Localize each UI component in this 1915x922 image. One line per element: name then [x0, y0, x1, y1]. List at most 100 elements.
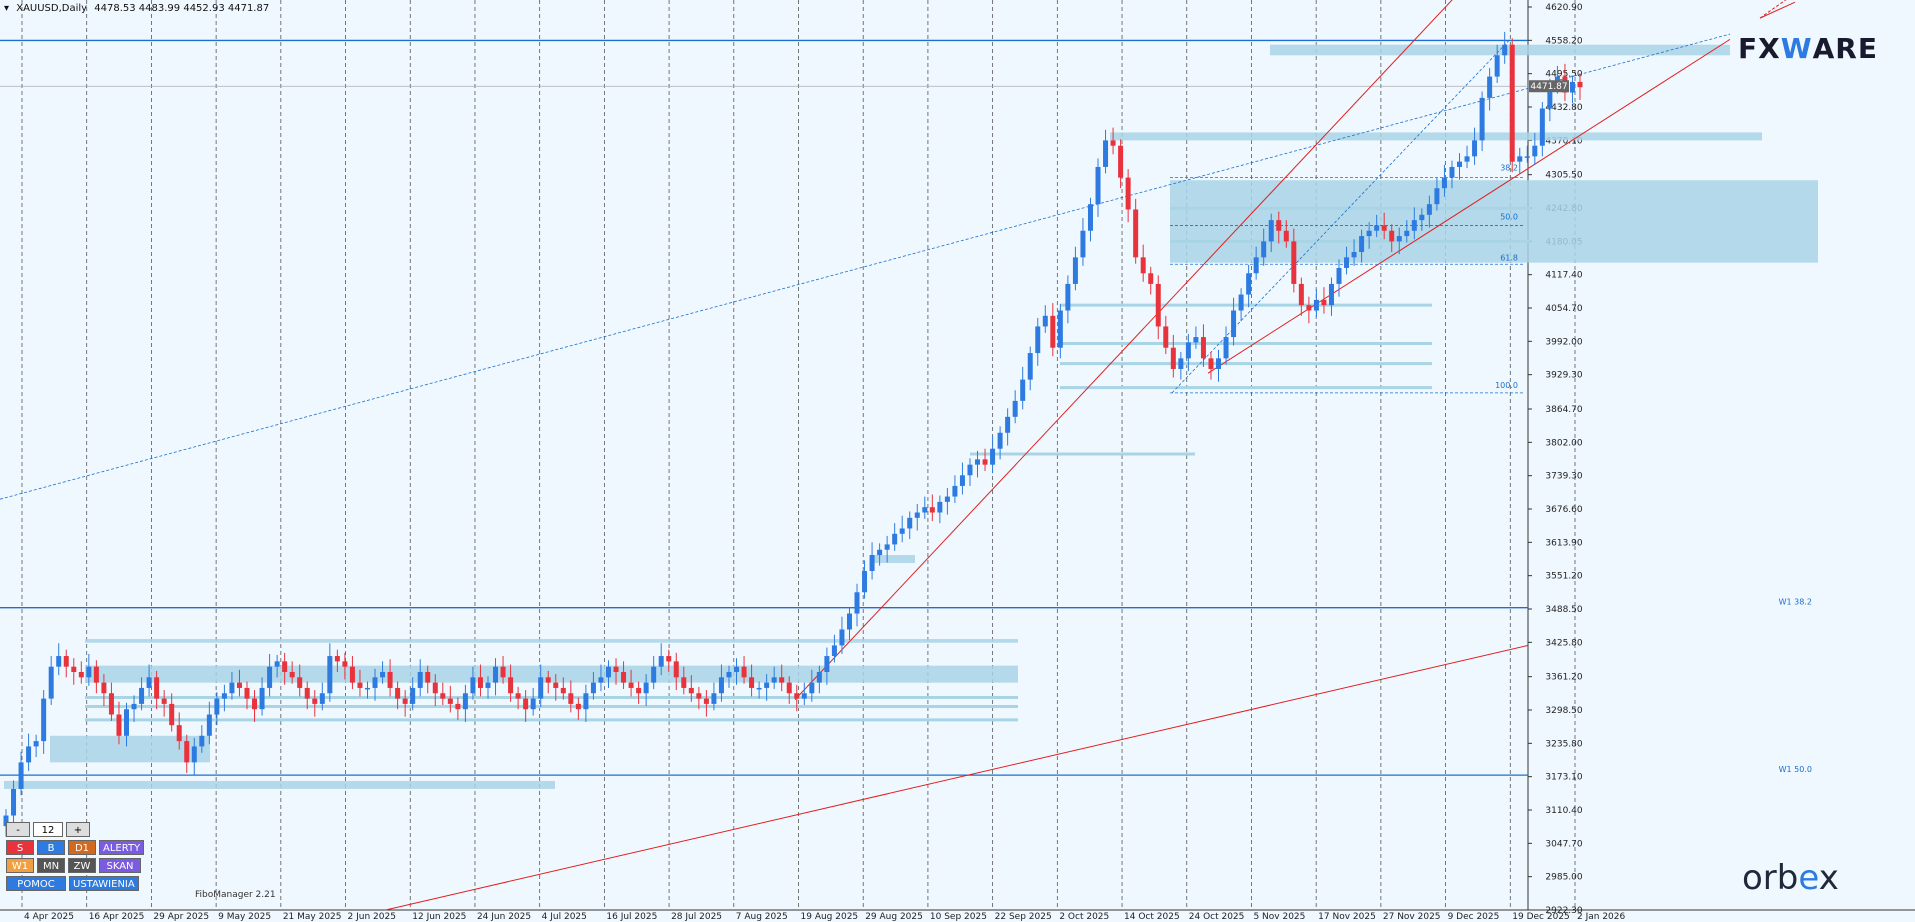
- candle-body: [1231, 310, 1237, 338]
- y-tick-label: 4054.70: [1545, 304, 1582, 314]
- candle-body: [312, 698, 318, 704]
- candle-body: [169, 703, 175, 726]
- timeframe-w1-button[interactable]: W1: [6, 858, 34, 873]
- scan-button[interactable]: SKAN: [99, 858, 141, 873]
- candle-body: [779, 677, 785, 683]
- candle-body: [846, 613, 852, 630]
- candle-body: [590, 682, 596, 694]
- x-tick-label: 29 Aug 2025: [865, 912, 923, 922]
- candle-body: [990, 448, 996, 465]
- candle-body: [1110, 140, 1116, 146]
- y-tick-label: 3864.70: [1545, 405, 1582, 415]
- weekly-label: W1 38.2: [1779, 598, 1812, 607]
- candle-body: [884, 544, 890, 550]
- fibomanager-label: FiboManager 2.21: [195, 890, 276, 900]
- increase-button[interactable]: +: [66, 822, 90, 837]
- candle-body: [108, 693, 114, 715]
- candle-body: [959, 475, 965, 486]
- candle-body: [1381, 225, 1387, 231]
- supply-demand-zone: [1170, 180, 1818, 263]
- candle-body: [1449, 166, 1455, 178]
- candle-body: [703, 698, 709, 704]
- x-tick-label: 12 Jun 2025: [412, 912, 466, 922]
- candle-body: [651, 666, 657, 683]
- collapse-icon[interactable]: ▾: [4, 3, 10, 14]
- sell-button[interactable]: S: [6, 840, 34, 855]
- candle-body: [1351, 252, 1357, 258]
- x-tick-label: 9 May 2025: [218, 912, 271, 922]
- candle-body: [33, 741, 39, 747]
- candle-body: [56, 656, 62, 667]
- period-value[interactable]: 12: [33, 822, 63, 837]
- candle-body: [1359, 236, 1365, 253]
- candle-body: [447, 698, 453, 704]
- candle-body: [63, 656, 69, 667]
- x-tick-label: 2 Oct 2025: [1059, 912, 1109, 922]
- candle-body: [1170, 347, 1176, 369]
- candle-body: [1185, 342, 1191, 359]
- candle-body: [395, 687, 401, 699]
- candle-body: [1042, 315, 1048, 327]
- candle-body: [1057, 310, 1063, 348]
- candle-body: [673, 661, 679, 678]
- candle-body: [508, 677, 514, 694]
- weekly-label: W1 50.0: [1779, 765, 1812, 774]
- candle-body: [1389, 230, 1395, 242]
- y-tick-label: 3235.80: [1545, 739, 1582, 749]
- zw-button[interactable]: ZW: [68, 858, 96, 873]
- candle-body: [1472, 140, 1478, 157]
- candle-body: [801, 693, 807, 699]
- candle-body: [907, 517, 913, 529]
- settings-button[interactable]: USTAWIENIA: [69, 876, 139, 891]
- fib-label: 50.0: [1500, 213, 1518, 222]
- timeframe-d1-button[interactable]: D1: [68, 840, 96, 855]
- candle-body: [387, 671, 393, 688]
- candle-body: [1283, 230, 1289, 242]
- candle-body: [1276, 220, 1282, 231]
- y-tick-label: 4558.20: [1545, 36, 1582, 46]
- decrease-button[interactable]: -: [6, 822, 30, 837]
- candle-body: [1502, 44, 1508, 56]
- candle-body: [364, 687, 370, 690]
- candle-body: [734, 666, 740, 672]
- candle-body: [854, 592, 860, 614]
- ohlc-values: 4478.53 4483.99 4452.93 4471.87: [94, 3, 270, 14]
- candle-body: [1306, 305, 1312, 311]
- x-tick-label: 2 Jun 2025: [348, 912, 396, 922]
- fib-label: 61.8: [1500, 254, 1518, 263]
- candle-body: [997, 432, 1003, 449]
- candle-body: [1344, 257, 1350, 268]
- candle-body: [1569, 81, 1575, 93]
- candle-body: [1261, 241, 1267, 258]
- candle-body: [1155, 283, 1161, 327]
- candle-body: [176, 725, 182, 742]
- candle-body: [922, 507, 928, 513]
- candle-body: [583, 693, 589, 710]
- alerts-button[interactable]: ALERTY: [99, 840, 145, 855]
- y-tick-label: 3676.60: [1545, 505, 1582, 515]
- x-tick-label: 16 Apr 2025: [89, 912, 145, 922]
- trendline-fragment: [1759, 1, 1796, 19]
- candle-body: [1005, 416, 1011, 433]
- candle-body: [3, 815, 9, 827]
- candle-body: [1268, 220, 1274, 242]
- candle-body: [718, 677, 724, 694]
- candle-body: [1012, 400, 1018, 417]
- candle-body: [1103, 140, 1109, 167]
- candle-body: [1509, 44, 1515, 162]
- help-button[interactable]: POMOC: [6, 876, 66, 891]
- candle-body: [831, 645, 837, 657]
- trendline-dashed-fragment: [1759, 0, 1787, 19]
- candle-body: [1298, 283, 1304, 306]
- candle-body: [297, 677, 303, 688]
- candle-body: [1193, 337, 1199, 343]
- timeframe-mn-button[interactable]: MN: [37, 858, 65, 873]
- x-tick-label: 10 Sep 2025: [930, 912, 987, 922]
- buy-button[interactable]: B: [37, 840, 65, 855]
- candle-body: [500, 666, 506, 678]
- x-tick-label: 14 Oct 2025: [1124, 912, 1180, 922]
- candle-body: [696, 693, 702, 699]
- y-tick-label: 3173.10: [1545, 773, 1582, 783]
- candle-body: [605, 666, 611, 678]
